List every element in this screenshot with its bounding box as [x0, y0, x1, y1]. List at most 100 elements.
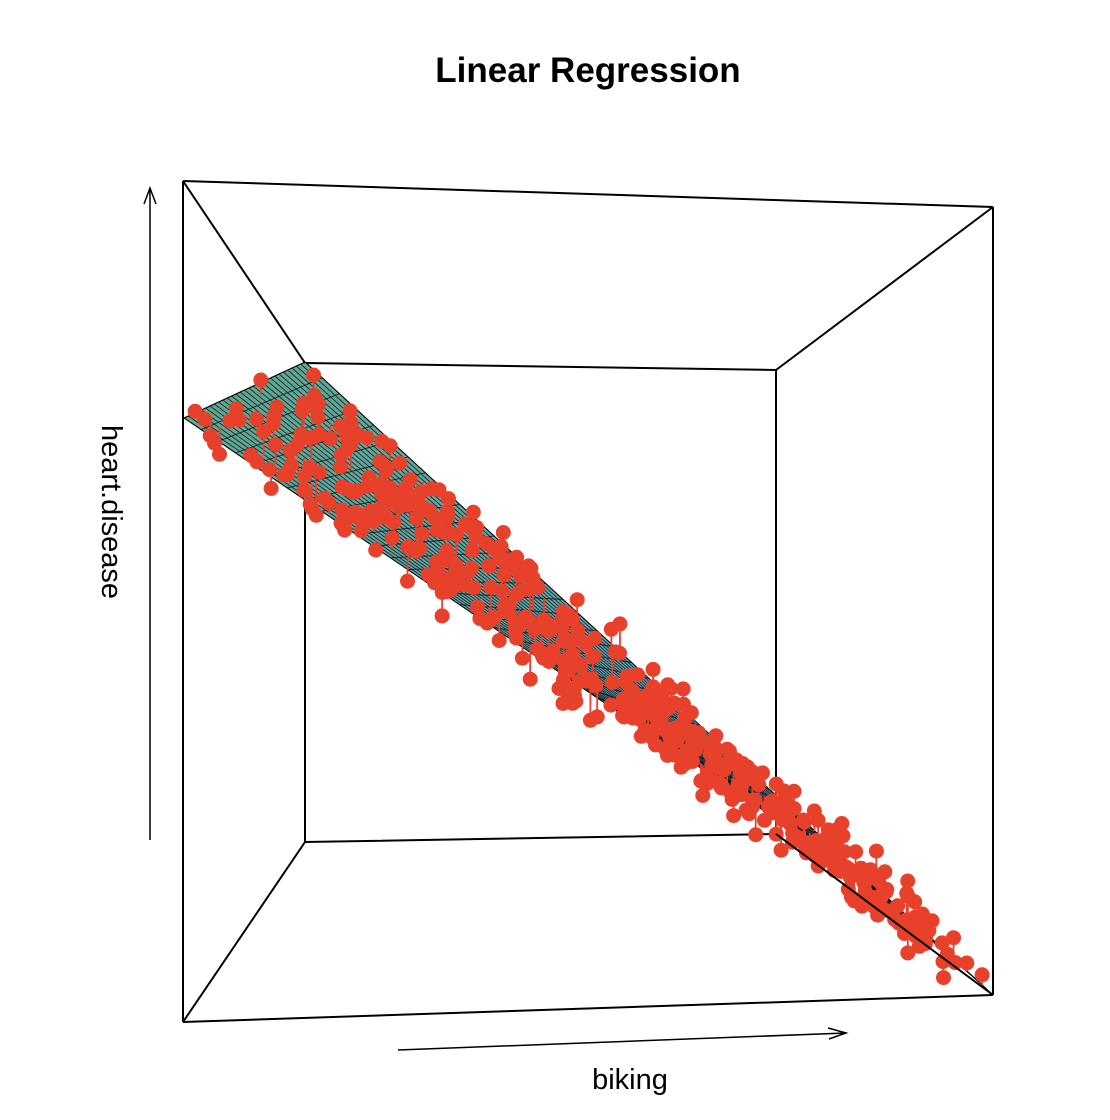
data-point: [253, 372, 269, 388]
data-point: [936, 970, 951, 986]
data-point: [386, 514, 402, 530]
data-point: [660, 747, 675, 763]
data-point: [795, 812, 811, 828]
data-point: [748, 827, 764, 843]
data-point: [401, 538, 417, 554]
plane-grid-line: [304, 361, 994, 996]
data-point: [408, 510, 424, 526]
data-point: [974, 967, 990, 983]
data-point: [719, 741, 735, 757]
data-point: [212, 446, 227, 462]
data-point: [483, 579, 499, 595]
data-point: [301, 430, 317, 446]
data-point: [470, 599, 485, 615]
data-point: [343, 436, 359, 452]
data-point: [441, 551, 457, 567]
data-point: [441, 491, 456, 507]
data-point: [645, 661, 661, 677]
data-point: [810, 812, 826, 828]
data-point: [507, 622, 523, 638]
data-point: [578, 636, 594, 652]
data-point: [302, 496, 318, 512]
data-point: [268, 437, 283, 453]
data-point: [899, 885, 915, 901]
data-point: [650, 717, 666, 733]
data-point: [739, 764, 755, 780]
data-point: [282, 443, 298, 459]
data-point: [479, 615, 495, 631]
data-point: [604, 675, 620, 690]
data-point: [456, 577, 472, 593]
data-point: [399, 486, 415, 502]
data-point: [768, 776, 784, 792]
data-point: [462, 519, 478, 535]
data-point: [659, 702, 675, 717]
data-point: [624, 683, 640, 698]
data-point: [535, 650, 551, 666]
z-axis-arrow: [143, 185, 157, 840]
data-point: [703, 773, 719, 789]
data-point: [321, 495, 337, 511]
data-point: [481, 558, 497, 574]
data-point: [491, 633, 507, 648]
data-point: [910, 918, 926, 934]
data-point: [522, 580, 538, 596]
data-point: [496, 567, 512, 583]
data-point: [751, 777, 767, 793]
data-point: [366, 513, 382, 529]
data-point: [773, 842, 789, 858]
data-point: [243, 447, 259, 463]
data-point: [428, 554, 444, 570]
data-point: [677, 711, 692, 727]
data-point: [262, 462, 277, 478]
data-point: [585, 649, 601, 665]
data-point: [756, 812, 772, 828]
x-axis-arrow: [397, 1027, 849, 1051]
data-point: [900, 873, 916, 889]
data-point: [443, 581, 459, 597]
data-point: [738, 802, 754, 818]
data-point: [353, 523, 369, 539]
x-axis-label: biking: [592, 1064, 668, 1096]
data-point: [392, 455, 408, 471]
data-point: [572, 657, 588, 673]
data-point: [702, 746, 718, 762]
data-point: [827, 822, 843, 838]
z-axis-label: heart.disease: [95, 425, 127, 599]
data-point: [311, 396, 327, 412]
data-point: [323, 431, 339, 447]
data-point: [248, 411, 264, 427]
data-point: [464, 543, 480, 559]
data-point: [465, 504, 481, 520]
data-point: [280, 464, 296, 480]
data-point: [296, 468, 312, 484]
data-point: [844, 889, 859, 905]
data-point: [294, 403, 310, 419]
data-point: [695, 787, 711, 803]
chart-title: Linear Regression: [435, 51, 740, 90]
data-point: [346, 508, 362, 524]
data-point: [878, 884, 894, 900]
data-point: [437, 520, 453, 536]
data-point: [630, 667, 646, 683]
data-point: [864, 889, 880, 905]
data-point: [556, 631, 572, 647]
data-point: [900, 945, 916, 961]
data-point: [514, 650, 530, 666]
data-point: [785, 825, 801, 841]
data-point: [853, 867, 869, 883]
data-point: [726, 808, 742, 824]
data-point: [222, 413, 238, 429]
data-point: [334, 502, 350, 518]
data-point: [296, 482, 312, 498]
data-point: [959, 955, 975, 971]
data-point: [778, 794, 794, 810]
data-point: [440, 508, 456, 524]
data-point: [384, 530, 400, 546]
data-point: [434, 608, 450, 624]
data-point: [492, 550, 508, 566]
data-point: [522, 671, 538, 687]
data-point: [333, 418, 348, 434]
data-point: [786, 783, 802, 799]
